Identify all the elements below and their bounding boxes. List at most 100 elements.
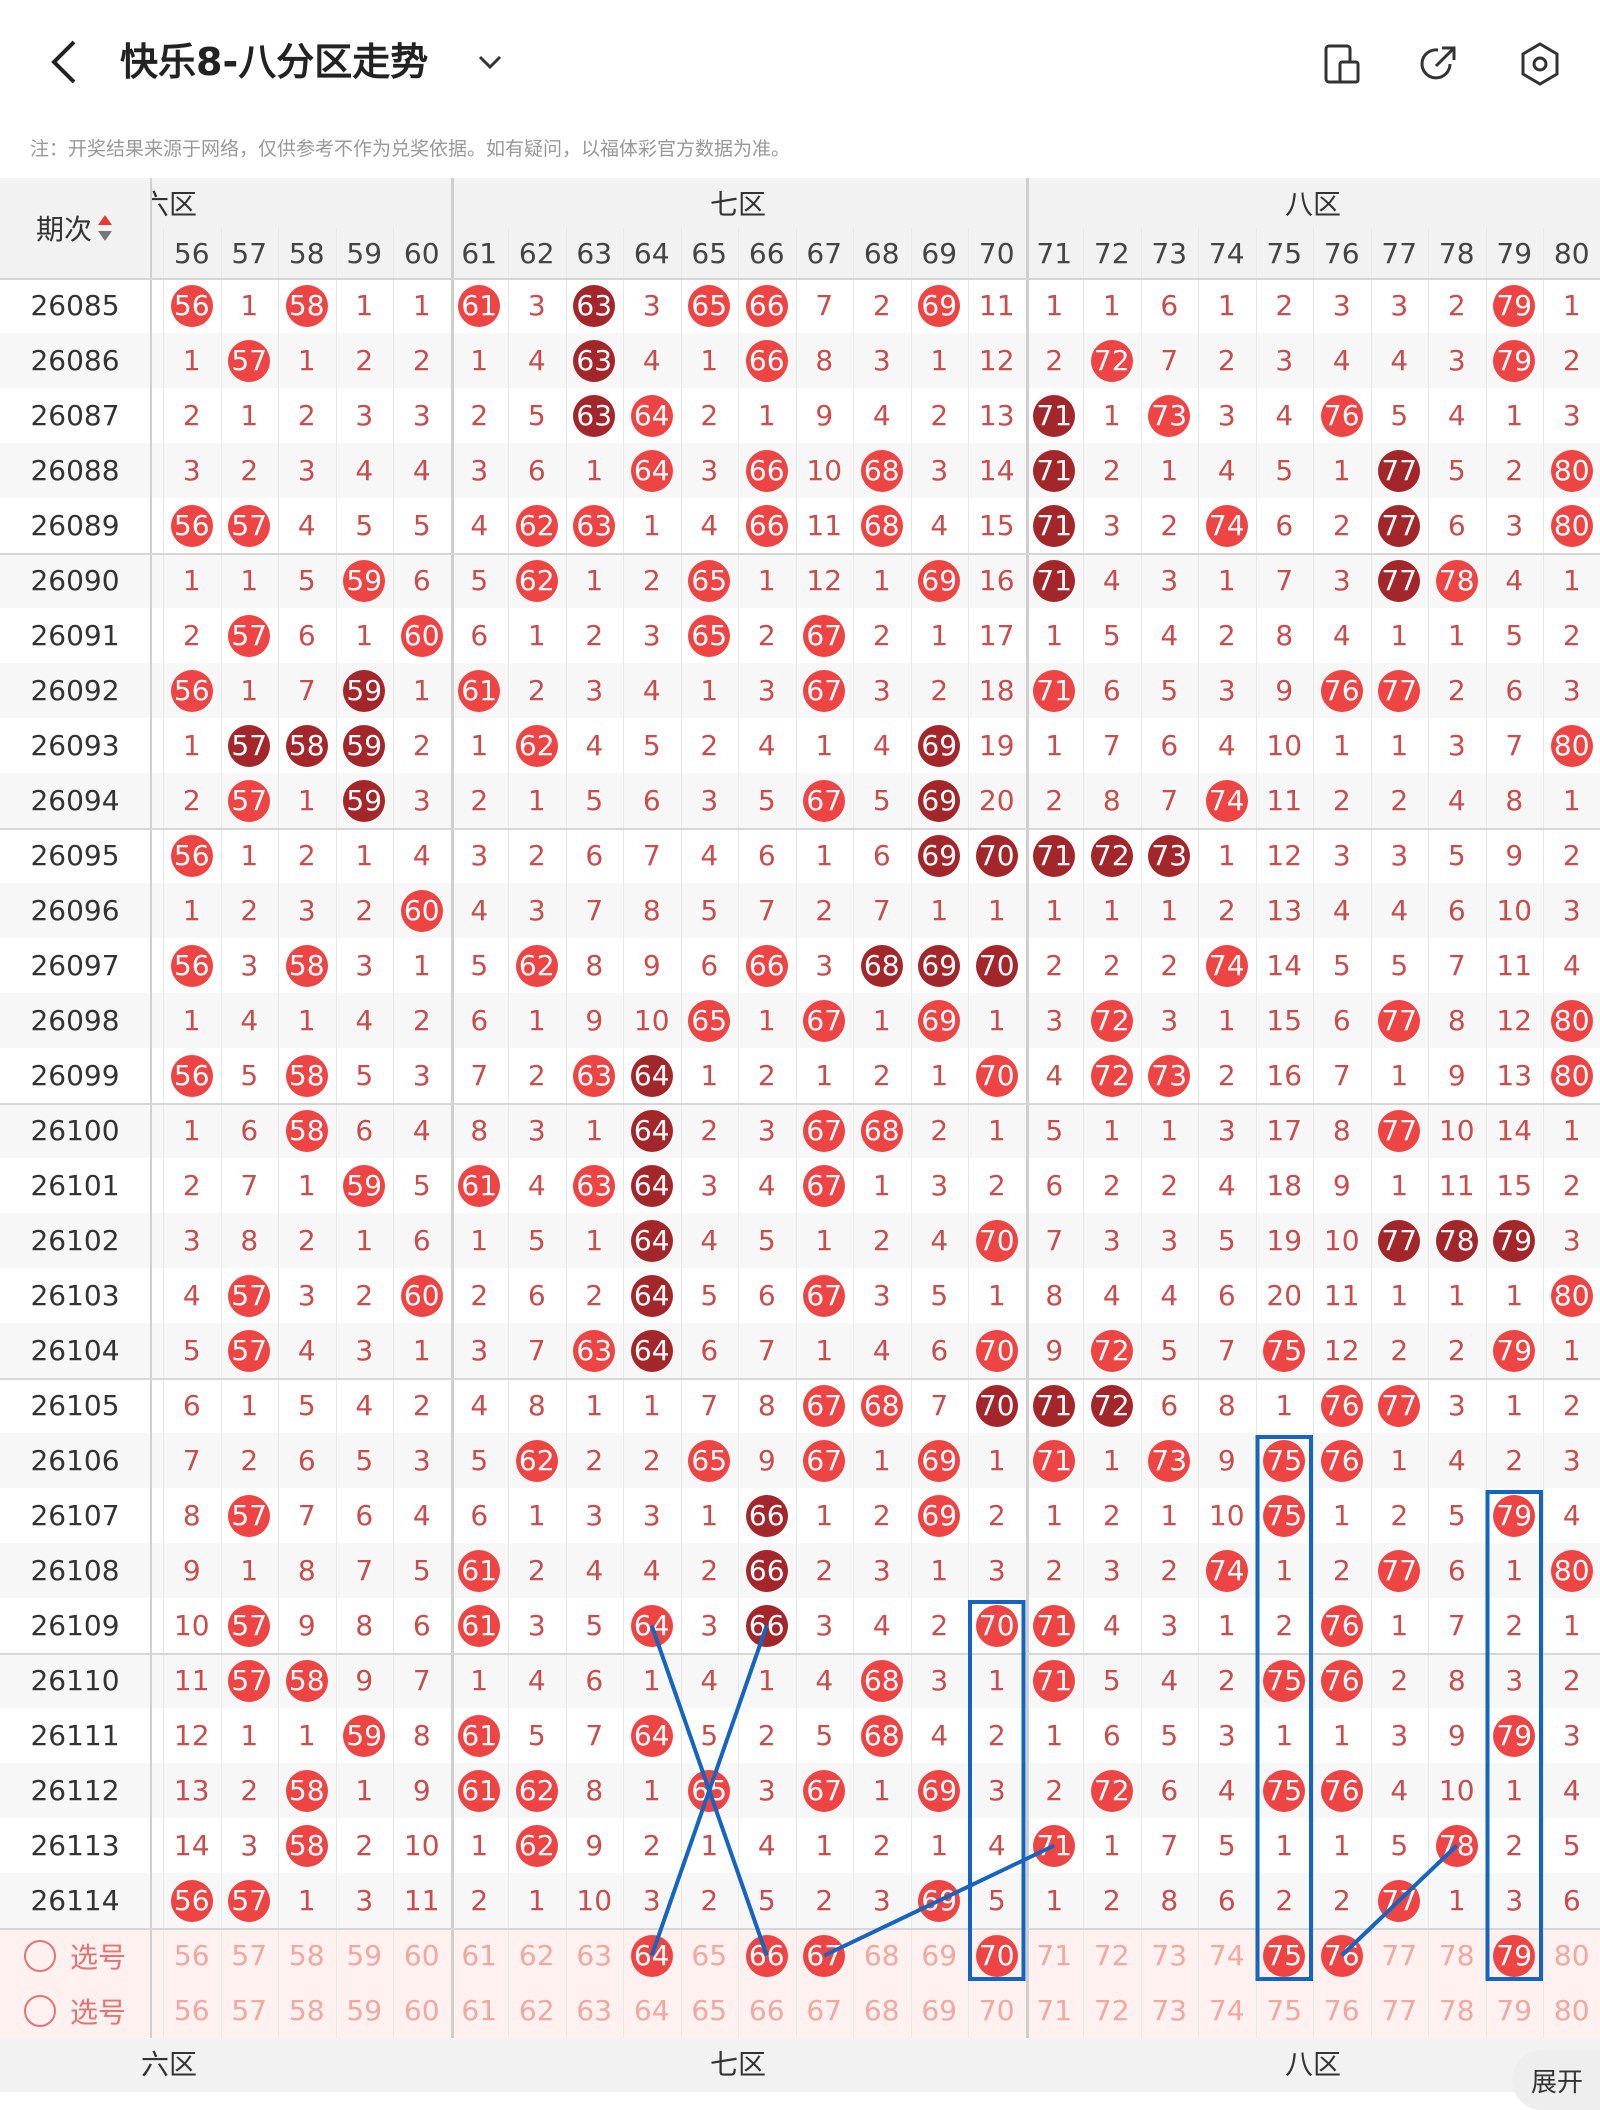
trend-cell: 1 (623, 1763, 681, 1818)
trend-cell: 64 (623, 1708, 681, 1763)
select-number[interactable]: 57 (221, 1928, 279, 1983)
radio-circle-icon[interactable] (24, 1995, 56, 2027)
column-number-header: 61 (451, 228, 509, 278)
select-number[interactable]: 67 (796, 1928, 854, 1983)
select-number[interactable]: 70 (968, 1928, 1026, 1983)
select-number[interactable]: 79 (1486, 1983, 1544, 2038)
select-number[interactable]: 68 (853, 1928, 911, 1983)
column-number-header: 59 (336, 228, 394, 278)
trend-cell: 6 (393, 553, 451, 608)
trend-cell: 11 (968, 278, 1026, 333)
select-number[interactable]: 60 (393, 1928, 451, 1983)
select-number[interactable]: 76 (1313, 1983, 1371, 2038)
trend-cell: 2 (221, 883, 279, 938)
select-number[interactable]: 58 (278, 1983, 336, 2038)
trend-cell: 66 (738, 1488, 796, 1543)
select-number[interactable]: 77 (1371, 1928, 1429, 1983)
trend-cell: 4 (451, 1378, 509, 1433)
trend-cell: 3 (681, 1598, 739, 1653)
trend-cell: 68 (853, 1103, 911, 1158)
trend-cell: 2 (911, 1598, 969, 1653)
share-icon[interactable] (1414, 40, 1462, 88)
trend-cell: 8 (1313, 1103, 1371, 1158)
trend-cell: 4 (566, 1543, 624, 1598)
expand-button[interactable]: 展开 (1512, 2050, 1600, 2110)
select-number[interactable]: 60 (393, 1983, 451, 2038)
select-number[interactable]: 59 (336, 1983, 394, 2038)
select-number[interactable]: 61 (451, 1928, 509, 1983)
trend-cell: 2 (681, 1873, 739, 1928)
trend-cell: 63 (566, 388, 624, 443)
select-number[interactable]: 65 (681, 1928, 739, 1983)
trend-cell: 58 (278, 1103, 336, 1158)
select-number[interactable]: 72 (1083, 1928, 1141, 1983)
trend-cell: 80 (1543, 993, 1600, 1048)
select-number[interactable]: 73 (1141, 1928, 1199, 1983)
trend-cell: 1 (163, 718, 221, 773)
trend-cell: 70 (968, 1378, 1026, 1433)
select-number[interactable]: 70 (968, 1983, 1026, 2038)
trend-cell: 72 (1083, 1378, 1141, 1433)
trend-cell: 1 (1371, 718, 1429, 773)
trend-cell: 1 (681, 1818, 739, 1873)
select-row-label[interactable]: 选号 (0, 1928, 150, 1983)
trend-cell: 79 (1486, 1488, 1544, 1543)
select-number[interactable]: 75 (1256, 1928, 1314, 1983)
select-number[interactable]: 80 (1543, 1983, 1600, 2038)
trend-cell: 4 (1198, 1158, 1256, 1213)
select-number[interactable]: 71 (1026, 1983, 1084, 2038)
back-arrow-icon[interactable] (40, 32, 88, 92)
select-number[interactable]: 62 (508, 1928, 566, 1983)
trend-cell: 57 (221, 333, 279, 388)
select-number[interactable]: 78 (1428, 1928, 1486, 1983)
trend-cell: 73 (1141, 828, 1199, 883)
select-number[interactable]: 66 (738, 1928, 796, 1983)
select-number[interactable]: 64 (623, 1983, 681, 2038)
select-number[interactable]: 65 (681, 1983, 739, 2038)
select-number[interactable]: 77 (1371, 1983, 1429, 2038)
select-number[interactable]: 80 (1543, 1928, 1600, 1983)
issue-number: 26099 (0, 1048, 150, 1103)
select-number[interactable]: 78 (1428, 1983, 1486, 2038)
select-number[interactable]: 76 (1313, 1928, 1371, 1983)
select-number[interactable]: 62 (508, 1983, 566, 2038)
trend-cell: 10 (1486, 883, 1544, 938)
select-number[interactable]: 59 (336, 1928, 394, 1983)
select-number[interactable]: 75 (1256, 1983, 1314, 2038)
select-number[interactable]: 63 (566, 1928, 624, 1983)
trend-cell: 3 (853, 1873, 911, 1928)
trend-cell: 3 (796, 1598, 854, 1653)
issue-header[interactable]: 期次 (0, 178, 150, 278)
trend-cell: 1 (1256, 1818, 1314, 1873)
trend-cell: 1 (393, 278, 451, 333)
select-number[interactable]: 61 (451, 1983, 509, 2038)
trend-cell: 3 (1543, 1213, 1600, 1268)
sort-icon[interactable] (96, 213, 114, 243)
chevron-down-icon[interactable] (472, 44, 508, 80)
select-number[interactable]: 79 (1486, 1928, 1544, 1983)
select-number[interactable]: 74 (1198, 1928, 1256, 1983)
select-number[interactable]: 69 (911, 1928, 969, 1983)
select-number[interactable]: 69 (911, 1983, 969, 2038)
select-number[interactable]: 58 (278, 1928, 336, 1983)
select-number[interactable]: 66 (738, 1983, 796, 2038)
radio-circle-icon[interactable] (24, 1940, 56, 1972)
trend-cell: 74 (1198, 498, 1256, 553)
select-number[interactable]: 74 (1198, 1983, 1256, 2038)
select-number[interactable]: 73 (1141, 1983, 1199, 2038)
select-number[interactable]: 63 (566, 1983, 624, 2038)
select-number[interactable]: 56 (163, 1928, 221, 1983)
select-number[interactable]: 72 (1083, 1983, 1141, 2038)
device-layout-icon[interactable] (1318, 40, 1366, 88)
settings-icon[interactable] (1516, 40, 1564, 88)
select-number[interactable]: 64 (623, 1928, 681, 1983)
select-number[interactable]: 68 (853, 1983, 911, 2038)
select-number[interactable]: 57 (221, 1983, 279, 2038)
select-number[interactable]: 67 (796, 1983, 854, 2038)
select-number[interactable]: 71 (1026, 1928, 1084, 1983)
select-number[interactable]: 56 (163, 1983, 221, 2038)
page-title[interactable]: 快乐8-八分区走势 (120, 34, 428, 90)
trend-cell: 5 (393, 498, 451, 553)
select-row-label[interactable]: 选号 (0, 1983, 150, 2038)
